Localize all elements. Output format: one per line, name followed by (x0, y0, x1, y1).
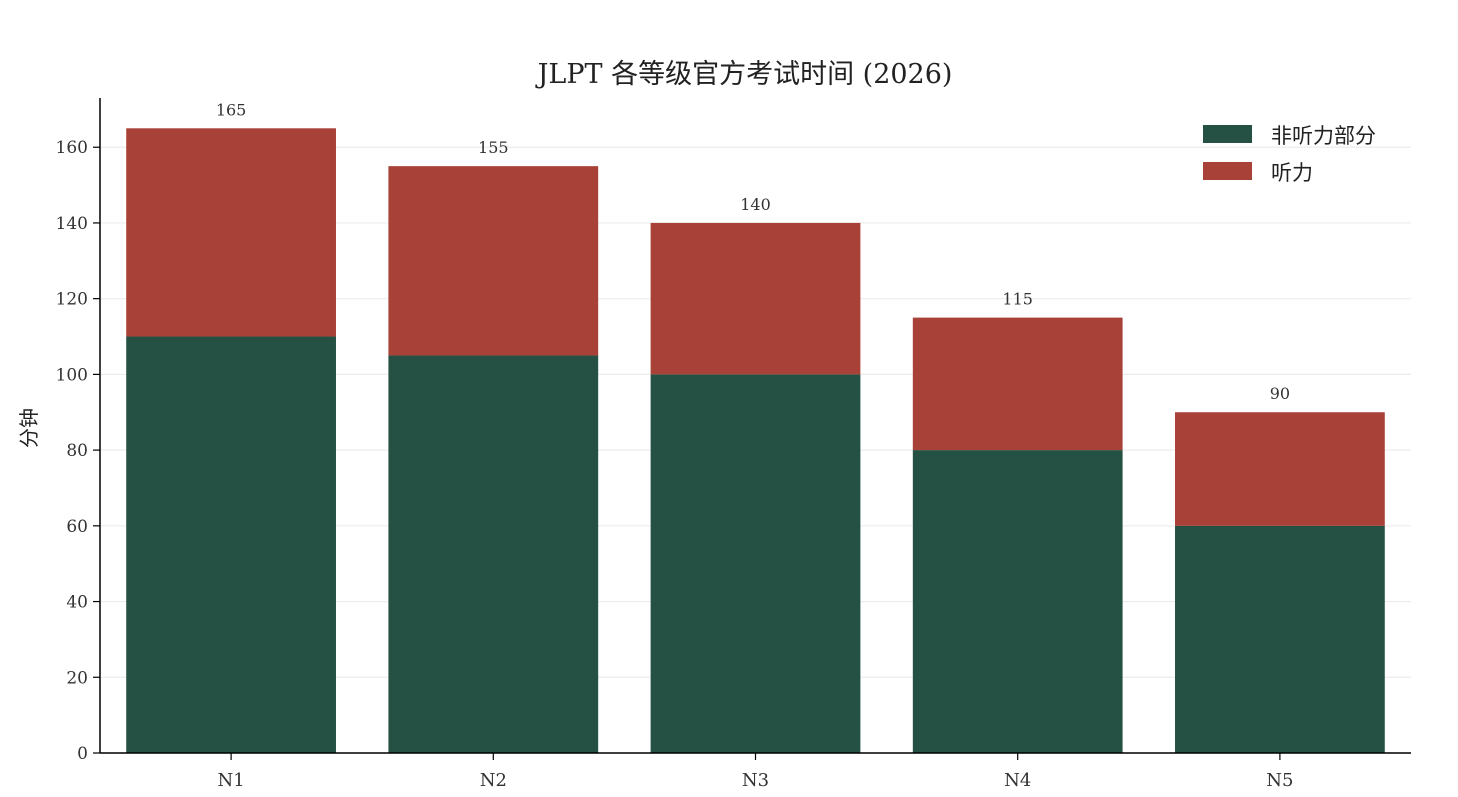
x-ticks: N1 N2 N3 N4 N5 (217, 753, 1294, 791)
total-label-n1: 165 (216, 100, 247, 119)
legend-swatch-listening (1203, 162, 1252, 180)
x-tick-label: N5 (1266, 770, 1293, 791)
total-label-n5: 90 (1270, 384, 1290, 403)
bar-non-listening-n3 (650, 374, 861, 753)
bar-non-listening-n1 (126, 336, 336, 753)
x-tick-label: N4 (1004, 770, 1031, 791)
y-tick-label: 100 (56, 365, 88, 385)
y-tick-label: 0 (77, 744, 88, 764)
bar-listening-n5 (1175, 412, 1385, 526)
bar-non-listening-n4 (912, 450, 1123, 753)
x-tick-label: N2 (480, 770, 507, 791)
y-tick-label: 160 (56, 138, 88, 158)
y-tick-label: 120 (56, 290, 88, 310)
bar-non-listening-n5 (1175, 525, 1385, 753)
y-ticks: 0 20 40 60 80 100 120 140 160 (56, 138, 100, 764)
legend: 非听力部分 听力 (1203, 124, 1376, 185)
x-tick-label: N3 (742, 770, 769, 791)
bar-listening-n4 (912, 317, 1123, 451)
legend-swatch-non-listening (1203, 125, 1252, 143)
legend-label-non-listening: 非听力部分 (1271, 124, 1376, 148)
total-labels: 165 155 140 115 90 (216, 100, 1290, 403)
y-tick-label: 20 (66, 668, 88, 688)
y-tick-label: 40 (66, 593, 88, 613)
legend-label-listening: 听力 (1271, 161, 1313, 185)
total-label-n3: 140 (740, 195, 771, 214)
x-tick-label: N1 (217, 770, 244, 791)
total-label-n2: 155 (478, 138, 509, 157)
y-tick-label: 80 (66, 441, 88, 461)
chart-title: JLPT 各等级官方考试时间 (2026) (535, 59, 953, 90)
y-tick-label: 60 (66, 517, 88, 537)
y-axis-label: 分钟 (17, 408, 41, 448)
bar-listening-n1 (126, 128, 336, 337)
total-label-n4: 115 (1002, 290, 1033, 309)
bars (126, 128, 1385, 753)
bar-listening-n3 (650, 222, 861, 375)
bar-non-listening-n2 (388, 355, 599, 753)
y-tick-label: 140 (56, 214, 88, 234)
bar-listening-n2 (388, 166, 599, 356)
